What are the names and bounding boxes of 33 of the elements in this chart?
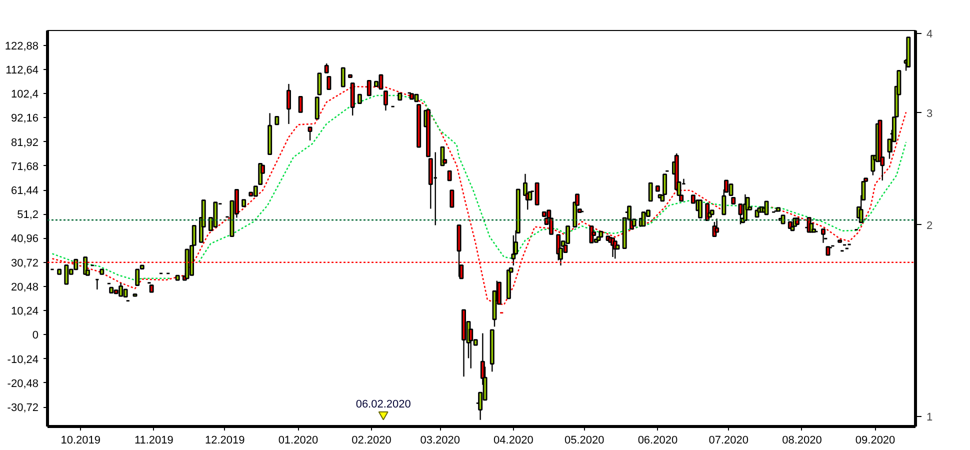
x-tick-label: 11.2019 <box>134 434 174 446</box>
y-tick-label: 51,2 <box>17 209 39 222</box>
x-tick-label: 02.2020 <box>352 434 392 446</box>
y-tick-label: 102,4 <box>10 88 39 101</box>
y-tick-label: -10,24 <box>7 354 39 366</box>
x-tick-label: 05.2020 <box>564 434 604 446</box>
y-tick-label: 61,44 <box>10 185 39 198</box>
y-tick-label: 40,96 <box>10 233 39 246</box>
x-tick-label: 10.2019 <box>60 434 100 446</box>
y-tick-label: -30,72 <box>7 402 39 414</box>
y2-tick-label: 1 <box>926 412 933 424</box>
y-tick-label: 81,92 <box>10 136 39 149</box>
x-tick-label: 06.2020 <box>638 434 678 446</box>
y-tick-label: 112,64 <box>6 64 38 76</box>
series-label: 06.02.2020 <box>356 398 411 410</box>
y2-tick-label: 2 <box>926 220 933 232</box>
y2-tick-label: 3 <box>926 108 933 120</box>
x-tick-label: 03.2020 <box>420 434 460 446</box>
x-tick-label: 09.2020 <box>855 434 896 446</box>
y-tick-label: 71,68 <box>10 160 39 173</box>
y-tick-label: 20,48 <box>10 281 39 294</box>
y-tick-label: 122,88 <box>4 40 39 52</box>
y2-tick-label: 4 <box>926 28 933 40</box>
x-tick-label: 07.2020 <box>708 434 749 446</box>
x-tick-label: 12.2019 <box>205 434 245 446</box>
x-tick-label: 01.2020 <box>278 434 318 446</box>
y-tick-label: -20,48 <box>7 378 39 390</box>
y-tick-label: 0 <box>32 330 39 342</box>
x-tick-label: 04.2020 <box>494 434 534 446</box>
y-tick-label: 10,24 <box>10 306 39 318</box>
x-tick-label: 08.2020 <box>782 434 822 446</box>
y-tick-label: 30,72 <box>10 257 39 270</box>
y-tick-label: 92,16 <box>10 112 39 125</box>
